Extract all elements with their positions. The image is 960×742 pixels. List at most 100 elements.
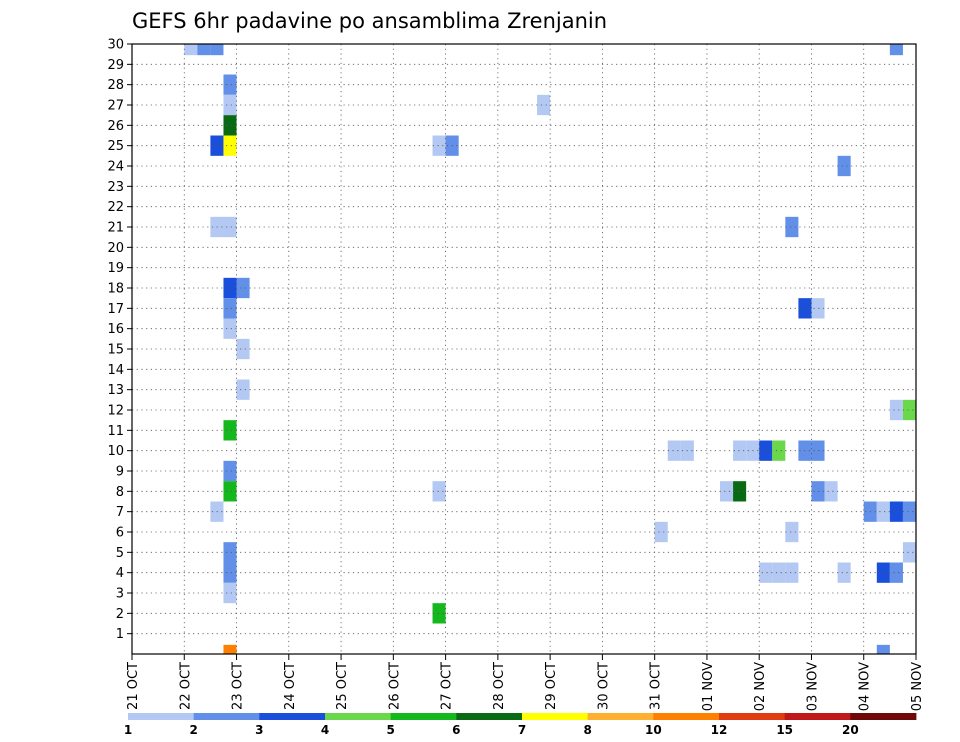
heatmap-cell <box>223 115 237 136</box>
heatmap-cell <box>223 481 237 502</box>
y-tick-label: 7 <box>116 505 124 520</box>
heatmap-cell <box>785 562 799 583</box>
x-tick-label: 28 OCT <box>492 662 507 710</box>
heatmap-cell <box>837 155 851 177</box>
x-tick-label: 21 OCT <box>126 662 141 710</box>
heatmap-cell <box>210 44 224 56</box>
colorbar-label: 4 <box>321 723 329 737</box>
colorbar-swatch <box>456 713 523 720</box>
heatmap-cell <box>785 216 799 238</box>
y-tick-label: 30 <box>107 38 124 53</box>
y-tick-label: 18 <box>107 282 124 297</box>
colorbar-label: 5 <box>386 723 394 737</box>
heatmap-cell <box>720 481 734 502</box>
y-tick-label: 17 <box>107 302 124 317</box>
heatmap-cell <box>889 44 903 56</box>
y-tick-label: 13 <box>107 383 124 398</box>
heatmap-cell <box>654 521 668 543</box>
colorbar-swatch <box>522 713 589 720</box>
heatmap-cell <box>223 74 237 95</box>
y-tick-label: 27 <box>107 99 124 114</box>
chart-title: GEFS 6hr padavine po ansamblima Zrenjani… <box>132 9 607 33</box>
heatmap-cell <box>197 44 211 56</box>
heatmap-cell <box>223 460 237 482</box>
heatmap-cells <box>184 44 916 654</box>
heatmap-cell <box>236 379 250 400</box>
x-tick-label: 03 NOV <box>805 662 820 711</box>
heatmap-cell <box>889 399 903 421</box>
y-tick-label: 6 <box>116 526 124 541</box>
colorbar-legend: 1 2 3 4 5 6 7 8 10 12 15 20 <box>124 713 917 737</box>
colorbar-swatch <box>784 713 851 720</box>
heatmap-cell <box>824 481 838 502</box>
x-tick-label: 02 NOV <box>753 662 768 711</box>
heatmap-cell <box>223 298 237 319</box>
x-tick-label: 29 OCT <box>544 662 559 710</box>
x-tick-label: 26 OCT <box>387 662 402 710</box>
heatmap-cell <box>223 318 237 339</box>
y-tick-label: 4 <box>116 566 124 581</box>
colorbar-label: 3 <box>255 723 263 737</box>
heatmap-cell <box>236 277 250 299</box>
y-tick-label: 26 <box>107 119 124 134</box>
heatmap-cell <box>889 501 903 522</box>
heatmap-cell <box>811 481 825 502</box>
heatmap-cell <box>811 298 825 319</box>
y-tick-label: 11 <box>107 424 124 439</box>
y-tick-label: 24 <box>107 160 124 175</box>
heatmap-cell <box>537 94 551 116</box>
y-tick-label: 14 <box>107 363 124 378</box>
colorbar-swatch <box>587 713 654 720</box>
heatmap-cell <box>733 481 747 502</box>
y-tick-label: 21 <box>107 221 124 236</box>
heatmap-cell <box>432 135 446 156</box>
y-tick-label: 23 <box>107 180 124 195</box>
colorbar-swatch <box>850 713 917 720</box>
colorbar-swatch <box>325 713 392 720</box>
heatmap-cell <box>236 338 250 360</box>
heatmap-cell <box>902 399 916 421</box>
heatmap-cell <box>432 603 446 624</box>
y-tick-label: 20 <box>107 241 124 256</box>
colorbar-swatch <box>390 713 457 720</box>
heatmap-cell <box>772 562 786 583</box>
heatmap-cell <box>667 440 681 461</box>
colorbar-label: 8 <box>583 723 591 737</box>
x-tick-label: 30 OCT <box>596 662 611 710</box>
y-tick-label: 9 <box>116 465 124 480</box>
x-tick-label: 31 OCT <box>649 662 664 710</box>
y-tick-label: 12 <box>107 404 124 419</box>
colorbar-swatch <box>128 713 195 720</box>
x-tick-label: 27 OCT <box>440 662 455 710</box>
heatmap-cell <box>876 644 890 654</box>
colorbar-label: 10 <box>645 723 662 737</box>
colorbar-swatch <box>719 713 786 720</box>
heatmap-cell <box>223 542 237 563</box>
colorbar-label: 6 <box>452 723 460 737</box>
grid-lines <box>132 44 916 654</box>
heatmap-cell <box>876 562 890 583</box>
heatmap-cell <box>223 420 237 441</box>
heatmap-cell <box>876 501 890 522</box>
heatmap-cell <box>902 501 916 522</box>
axis-ticks: 1234567891011121314151617181920212223242… <box>107 38 925 712</box>
x-tick-label: 04 NOV <box>858 662 873 711</box>
heatmap-cell <box>902 542 916 563</box>
heatmap-cell <box>759 562 773 583</box>
heatmap-cell <box>811 440 825 461</box>
y-tick-label: 2 <box>116 607 124 622</box>
y-tick-label: 3 <box>116 587 124 602</box>
heatmap-cell <box>223 277 237 299</box>
colorbar-label: 20 <box>842 723 859 737</box>
x-tick-label: 01 NOV <box>701 662 716 711</box>
x-tick-label: 22 OCT <box>178 662 193 710</box>
heatmap-cell <box>837 562 851 583</box>
heatmap-cell <box>223 644 237 654</box>
y-tick-label: 28 <box>107 78 124 93</box>
heatmap-cell <box>223 135 237 156</box>
y-tick-label: 22 <box>107 200 124 215</box>
colorbar-swatch <box>259 713 326 720</box>
heatmap-cell <box>223 216 237 238</box>
y-tick-label: 29 <box>107 58 124 73</box>
